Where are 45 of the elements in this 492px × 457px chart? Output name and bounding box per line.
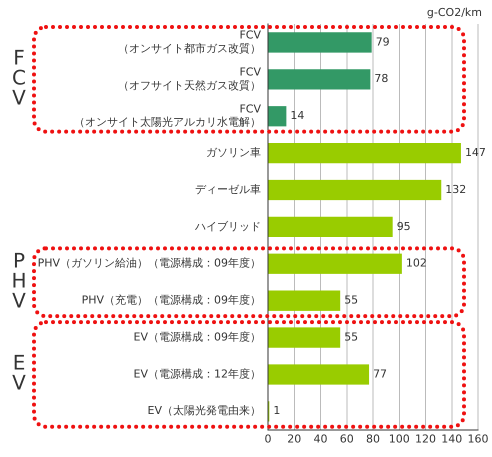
x-tick-label: 100	[388, 432, 410, 446]
data-label: 55	[344, 330, 358, 344]
bar	[268, 69, 370, 90]
x-tick-label: 80	[366, 432, 380, 446]
x-tick-label: 0	[264, 432, 272, 446]
y-tick-label: EV（電源構成：12年度）	[134, 367, 261, 380]
bar	[268, 290, 340, 311]
y-tick-label: ガソリン車	[206, 146, 261, 159]
y-tick-label: FCV （オンサイト都市ガス改質）	[118, 28, 262, 55]
x-tick-label: 40	[314, 432, 328, 446]
data-label: 78	[374, 72, 388, 86]
y-tick-label: PHV（充電）（電源構成：09年度）	[82, 294, 261, 307]
y-tick-label: FCV （オフサイト天然ガス改質）	[118, 66, 262, 92]
bar	[268, 106, 286, 126]
text: g-CO2/km	[426, 6, 482, 19]
x-tick-label: 160	[468, 432, 488, 446]
data-label: 79	[376, 35, 390, 48]
bar	[268, 216, 393, 238]
bar	[268, 327, 340, 348]
data-label: 95	[396, 220, 411, 233]
y-tick-label: EV（太陽光発電由来）	[148, 404, 261, 418]
data-label: 77	[373, 367, 388, 380]
bar	[268, 142, 461, 164]
y-tick-label: ディーゼル車	[195, 182, 261, 196]
x-tick-label: 20	[287, 432, 302, 446]
bar	[268, 364, 370, 385]
y-tick-label: EV（電源構成：09年度）	[134, 330, 261, 344]
x-tick-label: 60	[340, 432, 354, 446]
bar	[268, 180, 442, 200]
y-tick-label: ハイブリッド	[194, 220, 261, 233]
data-label: 132	[445, 182, 466, 196]
data-label: 14	[290, 109, 304, 122]
y-tick-label: PHV（ガソリン給油）（電源構成：09年度）	[38, 256, 261, 270]
bar	[268, 32, 372, 53]
data-label: 1	[273, 404, 280, 418]
x-tick-label: 140	[441, 432, 462, 446]
text: P H V	[11, 248, 27, 312]
bar	[268, 254, 402, 274]
text: E V	[12, 350, 26, 395]
data-label: 55	[344, 294, 358, 307]
x-tick-label: 120	[415, 432, 436, 446]
data-label: 147	[464, 146, 486, 159]
y-tick-label: FCV （オンサイト太陽光アルカリ水電解）	[74, 102, 262, 129]
text: F C V	[12, 46, 26, 110]
data-label: 102	[406, 256, 427, 270]
